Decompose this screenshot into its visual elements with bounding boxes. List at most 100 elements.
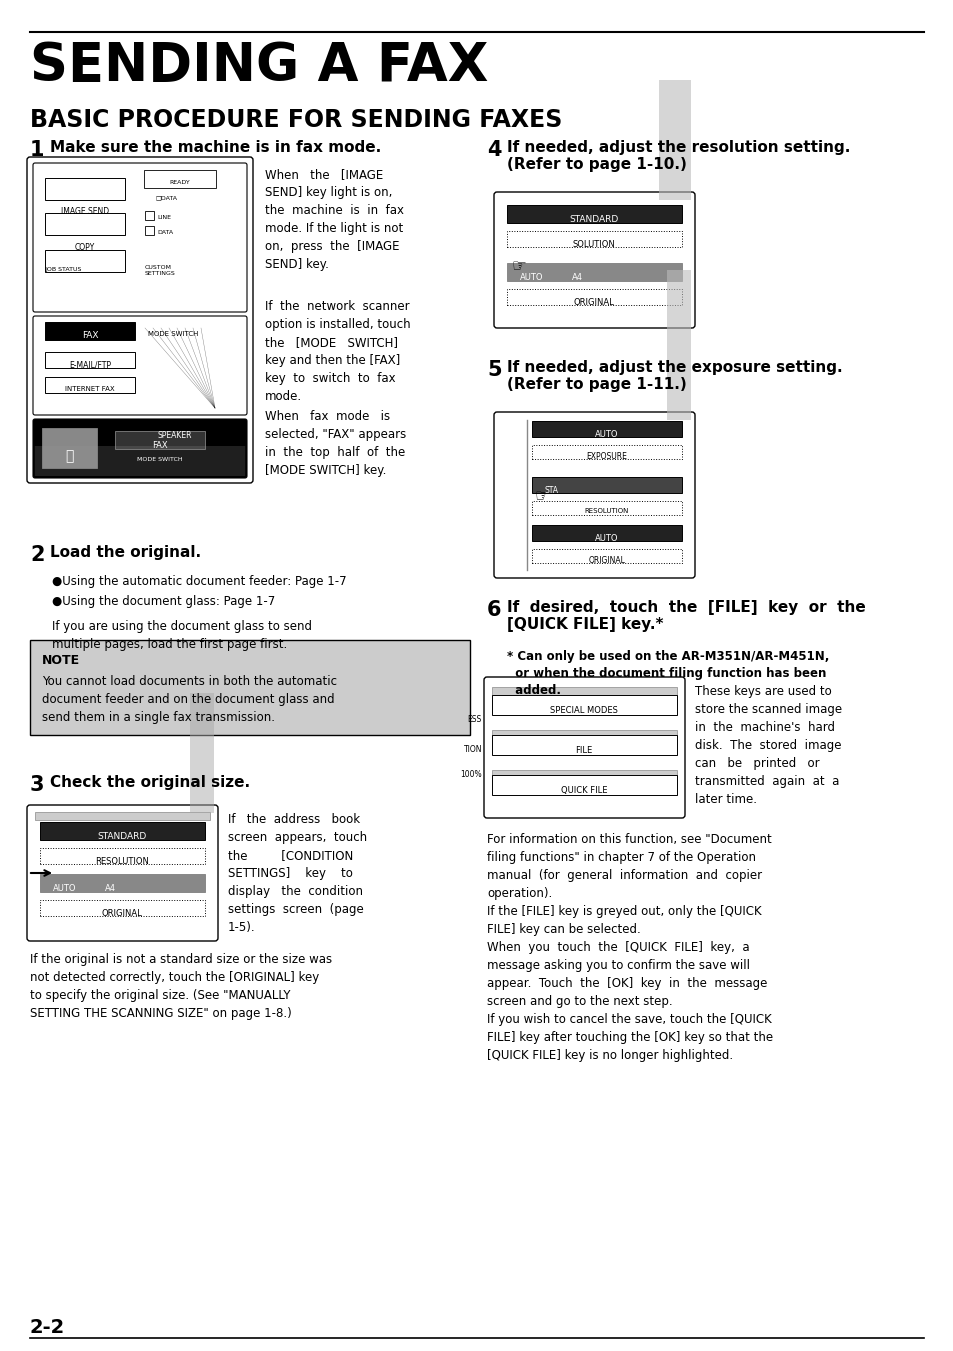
- Bar: [662, 80, 666, 200]
- Bar: [506, 263, 681, 281]
- Text: □DATA: □DATA: [154, 195, 177, 200]
- Bar: [202, 693, 206, 813]
- FancyBboxPatch shape: [483, 677, 684, 817]
- Bar: [675, 270, 679, 420]
- Text: MODE SWITCH: MODE SWITCH: [148, 331, 198, 336]
- Bar: [145, 211, 153, 220]
- Text: AUTO: AUTO: [595, 430, 618, 439]
- Text: BASIC PROCEDURE FOR SENDING FAXES: BASIC PROCEDURE FOR SENDING FAXES: [30, 108, 561, 132]
- Bar: [40, 900, 205, 916]
- Text: QUICK FILE: QUICK FILE: [560, 786, 607, 794]
- Bar: [45, 250, 125, 272]
- Bar: [115, 431, 205, 449]
- Text: INTERNET FAX: INTERNET FAX: [65, 386, 114, 392]
- Bar: [532, 526, 681, 540]
- Text: 3: 3: [30, 775, 45, 794]
- Bar: [35, 812, 210, 820]
- Text: If you are using the document glass to send
multiple pages, load the first page : If you are using the document glass to s…: [52, 620, 312, 651]
- Bar: [492, 688, 677, 694]
- Text: When   fax  mode   is
selected, "FAX" appears
in  the  top  half  of  the
[MODE : When fax mode is selected, "FAX" appears…: [265, 409, 406, 477]
- Bar: [666, 80, 670, 200]
- Bar: [45, 213, 125, 235]
- Bar: [686, 80, 690, 200]
- Text: When   the   [IMAGE
SEND] key light is on,
the  machine  is  in  fax
mode. If th: When the [IMAGE SEND] key light is on, t…: [265, 168, 403, 272]
- Text: These keys are used to
store the scanned image
in  the  machine's  hard
disk.  T: These keys are used to store the scanned…: [695, 685, 841, 807]
- Text: If the original is not a standard size or the size was
not detected correctly, t: If the original is not a standard size o…: [30, 952, 332, 1020]
- Text: IMAGE SEND: IMAGE SEND: [61, 208, 109, 216]
- Text: 1: 1: [30, 141, 45, 159]
- Bar: [506, 205, 681, 223]
- Bar: [45, 322, 135, 340]
- Bar: [492, 694, 677, 715]
- Text: COPY: COPY: [74, 242, 95, 251]
- FancyBboxPatch shape: [33, 163, 247, 312]
- Bar: [145, 226, 153, 235]
- Bar: [506, 231, 681, 247]
- Bar: [190, 693, 193, 813]
- Bar: [40, 821, 205, 840]
- Text: ☞: ☞: [535, 486, 549, 505]
- Text: STANDARD: STANDARD: [569, 215, 618, 224]
- Text: STA: STA: [544, 486, 558, 494]
- Text: ORIGINAL: ORIGINAL: [573, 299, 614, 307]
- Text: If needed, adjust the resolution setting.
(Refer to page 1-10.): If needed, adjust the resolution setting…: [506, 141, 849, 173]
- Bar: [675, 80, 679, 200]
- Text: TION: TION: [463, 744, 481, 754]
- Text: ●Using the automatic document feeder: Page 1-7: ●Using the automatic document feeder: Pa…: [52, 576, 346, 588]
- Text: ●Using the document glass: Page 1-7: ●Using the document glass: Page 1-7: [52, 594, 275, 608]
- Text: MODE SWITCH: MODE SWITCH: [137, 457, 183, 462]
- Text: FAX: FAX: [152, 440, 168, 450]
- Text: A4: A4: [105, 884, 115, 893]
- FancyBboxPatch shape: [27, 805, 218, 942]
- Bar: [40, 848, 205, 865]
- Text: 2-2: 2-2: [30, 1319, 65, 1337]
- FancyBboxPatch shape: [144, 170, 215, 188]
- Bar: [532, 444, 681, 459]
- Text: SOLUTION: SOLUTION: [572, 240, 615, 249]
- Text: JOB STATUS: JOB STATUS: [45, 267, 81, 272]
- Text: ESS: ESS: [467, 715, 481, 724]
- Text: READY: READY: [170, 180, 191, 185]
- Text: If needed, adjust the exposure setting.
(Refer to page 1-11.): If needed, adjust the exposure setting. …: [506, 359, 841, 392]
- Text: * Can only be used on the AR-M351N/AR-M451N,
  or when the document filing funct: * Can only be used on the AR-M351N/AR-M4…: [506, 650, 828, 697]
- Text: CUSTOM
SETTINGS: CUSTOM SETTINGS: [145, 265, 175, 276]
- Text: RESOLUTION: RESOLUTION: [95, 857, 149, 866]
- Text: Make sure the machine is in fax mode.: Make sure the machine is in fax mode.: [50, 141, 381, 155]
- Text: SPEAKER: SPEAKER: [157, 431, 193, 440]
- Bar: [45, 353, 135, 367]
- Bar: [42, 428, 97, 467]
- Bar: [686, 270, 690, 420]
- Bar: [532, 549, 681, 563]
- Text: EXPOSURE: EXPOSURE: [586, 453, 627, 461]
- Text: ORIGINAL: ORIGINAL: [588, 557, 625, 565]
- Text: LINE: LINE: [157, 215, 171, 220]
- Bar: [682, 80, 686, 200]
- Bar: [492, 770, 677, 775]
- FancyBboxPatch shape: [494, 412, 695, 578]
- Text: If  the  network  scanner
option is installed, touch
the   [MODE   SWITCH]
key a: If the network scanner option is install…: [265, 300, 410, 403]
- Text: SPECIAL MODES: SPECIAL MODES: [550, 707, 618, 715]
- Bar: [40, 874, 205, 892]
- Text: NOTE: NOTE: [42, 654, 80, 667]
- Bar: [45, 178, 125, 200]
- Text: SENDING A FAX: SENDING A FAX: [30, 41, 488, 92]
- FancyBboxPatch shape: [33, 419, 247, 478]
- Bar: [532, 422, 681, 436]
- Bar: [193, 693, 198, 813]
- Bar: [198, 693, 202, 813]
- Bar: [492, 775, 677, 794]
- Text: E-MAIL/FTP: E-MAIL/FTP: [69, 361, 111, 370]
- Text: DATA: DATA: [157, 230, 172, 235]
- Text: 4: 4: [486, 141, 501, 159]
- Text: For information on this function, see "Document
filing functions" in chapter 7 o: For information on this function, see "D…: [486, 834, 772, 1062]
- Bar: [206, 693, 210, 813]
- Text: ORIGINAL: ORIGINAL: [102, 909, 142, 917]
- Text: If   the  address   book
screen  appears,  touch
the         [CONDITION
SETTINGS: If the address book screen appears, touc…: [228, 813, 367, 934]
- FancyBboxPatch shape: [27, 157, 253, 484]
- Bar: [666, 270, 670, 420]
- Text: Check the original size.: Check the original size.: [50, 775, 250, 790]
- Bar: [670, 270, 675, 420]
- Text: ☞: ☞: [512, 257, 526, 276]
- FancyBboxPatch shape: [33, 316, 247, 415]
- Text: FILE: FILE: [575, 746, 592, 755]
